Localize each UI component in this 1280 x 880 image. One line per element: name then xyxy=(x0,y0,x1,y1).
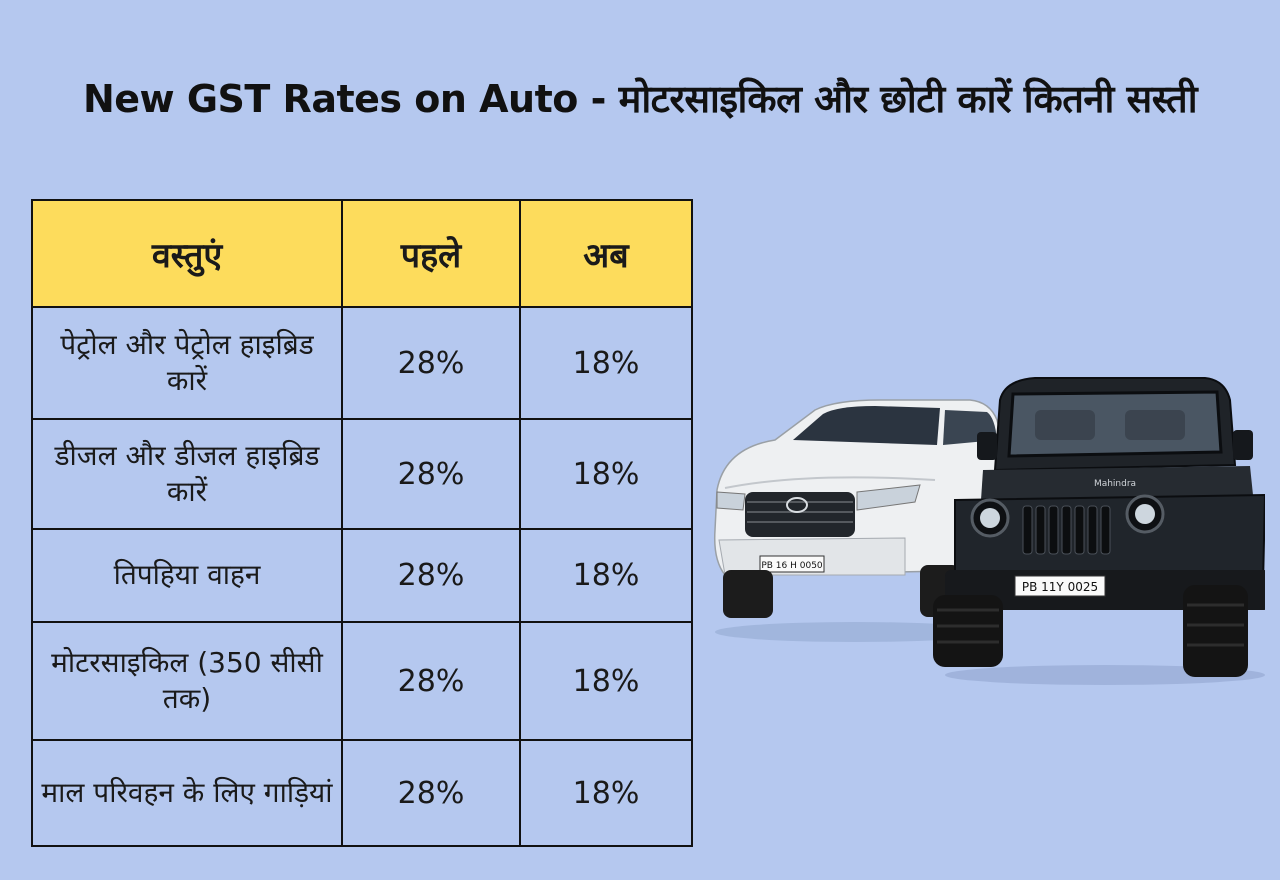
jeep-badge-text: Mahindra xyxy=(1094,479,1136,489)
item-cell: तिपहिया वाहन xyxy=(31,528,343,623)
before-rate-cell: 28% xyxy=(341,621,521,741)
gst-rates-table: वस्तुएं पहले अब पेट्रोल और पेट्रोल हाइब्… xyxy=(31,199,693,847)
now-rate-cell: 18% xyxy=(519,621,693,741)
now-rate-cell: 18% xyxy=(519,418,693,530)
table-row: मोटरसाइकिल (350 सीसी तक) 28% 18% xyxy=(31,621,693,741)
item-cell: पेट्रोल और पेट्रोल हाइब्रिड कारें xyxy=(31,306,343,420)
now-rate-cell: 18% xyxy=(519,306,693,420)
now-rate-cell: 18% xyxy=(519,528,693,623)
before-rate-cell: 28% xyxy=(341,306,521,420)
table-row: माल परिवहन के लिए गाड़ियां 28% 18% xyxy=(31,739,693,847)
table-row: तिपहिया वाहन 28% 18% xyxy=(31,528,693,623)
before-rate-cell: 28% xyxy=(341,528,521,623)
item-cell: डीजल और डीजल हाइब्रिड कारें xyxy=(31,418,343,530)
before-rate-cell: 28% xyxy=(341,739,521,847)
vehicles-illustration: PB 16 H 0050 Mahindra xyxy=(713,377,1265,685)
page-title: New GST Rates on Auto - मोटरसाइकिल और छो… xyxy=(82,77,1198,121)
header-now: अब xyxy=(519,199,693,308)
header-items: वस्तुएं xyxy=(31,199,343,308)
header-before: पहले xyxy=(341,199,521,308)
before-rate-cell: 28% xyxy=(341,418,521,530)
table-row: डीजल और डीजल हाइब्रिड कारें 28% 18% xyxy=(31,418,693,530)
item-cell: मोटरसाइकिल (350 सीसी तक) xyxy=(31,621,343,741)
item-cell: माल परिवहन के लिए गाड़ियां xyxy=(31,739,343,847)
black-jeep-image: Mahindra PB 11Y 0025 xyxy=(933,377,1265,685)
now-rate-cell: 18% xyxy=(519,739,693,847)
white-suv-image: PB 16 H 0050 xyxy=(713,399,1006,642)
table-row: पेट्रोल और पेट्रोल हाइब्रिड कारें 28% 18… xyxy=(31,306,693,420)
table-header-row: वस्तुएं पहले अब xyxy=(31,199,693,308)
jeep-plate: PB 11Y 0025 xyxy=(1022,580,1098,594)
white-suv-plate: PB 16 H 0050 xyxy=(761,561,823,571)
